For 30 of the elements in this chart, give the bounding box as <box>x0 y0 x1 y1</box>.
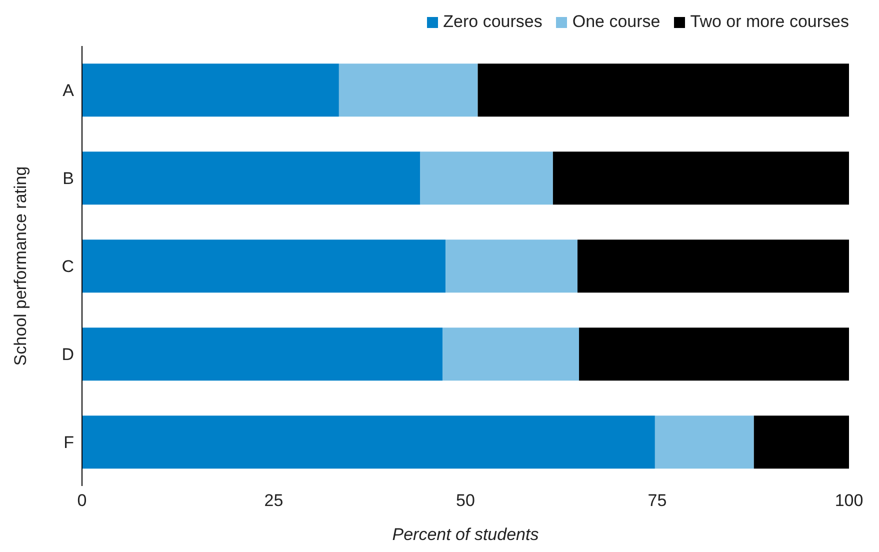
bar <box>420 152 553 205</box>
x-tick-label: 25 <box>264 491 284 510</box>
y-tick-label: C <box>62 257 74 276</box>
bar <box>82 416 655 469</box>
legend-label: Zero courses <box>442 12 542 32</box>
x-tick-label: 0 <box>77 491 87 510</box>
bar <box>579 328 849 381</box>
y-tick-label: D <box>62 345 74 364</box>
y-tick-label: A <box>62 81 75 100</box>
bar <box>82 240 446 293</box>
bar <box>338 64 478 117</box>
legend-label: Two or more courses <box>689 12 849 32</box>
bar <box>82 152 420 205</box>
bar <box>478 64 849 117</box>
bar <box>577 240 849 293</box>
x-tick-label: 50 <box>456 491 475 510</box>
x-tick-label: 75 <box>648 491 667 510</box>
bar <box>442 328 580 381</box>
legend-label: One course <box>571 12 660 32</box>
bar <box>82 328 442 381</box>
y-axis-title: School performance rating <box>11 166 30 366</box>
bar <box>446 240 578 293</box>
x-tick-label: 100 <box>834 491 864 510</box>
bar <box>552 152 849 205</box>
bar <box>654 416 754 469</box>
bar <box>82 64 339 117</box>
y-tick-label: F <box>64 433 74 452</box>
bar <box>754 416 849 469</box>
x-axis-title: Percent of students <box>392 525 540 544</box>
y-tick-label: B <box>62 169 74 188</box>
